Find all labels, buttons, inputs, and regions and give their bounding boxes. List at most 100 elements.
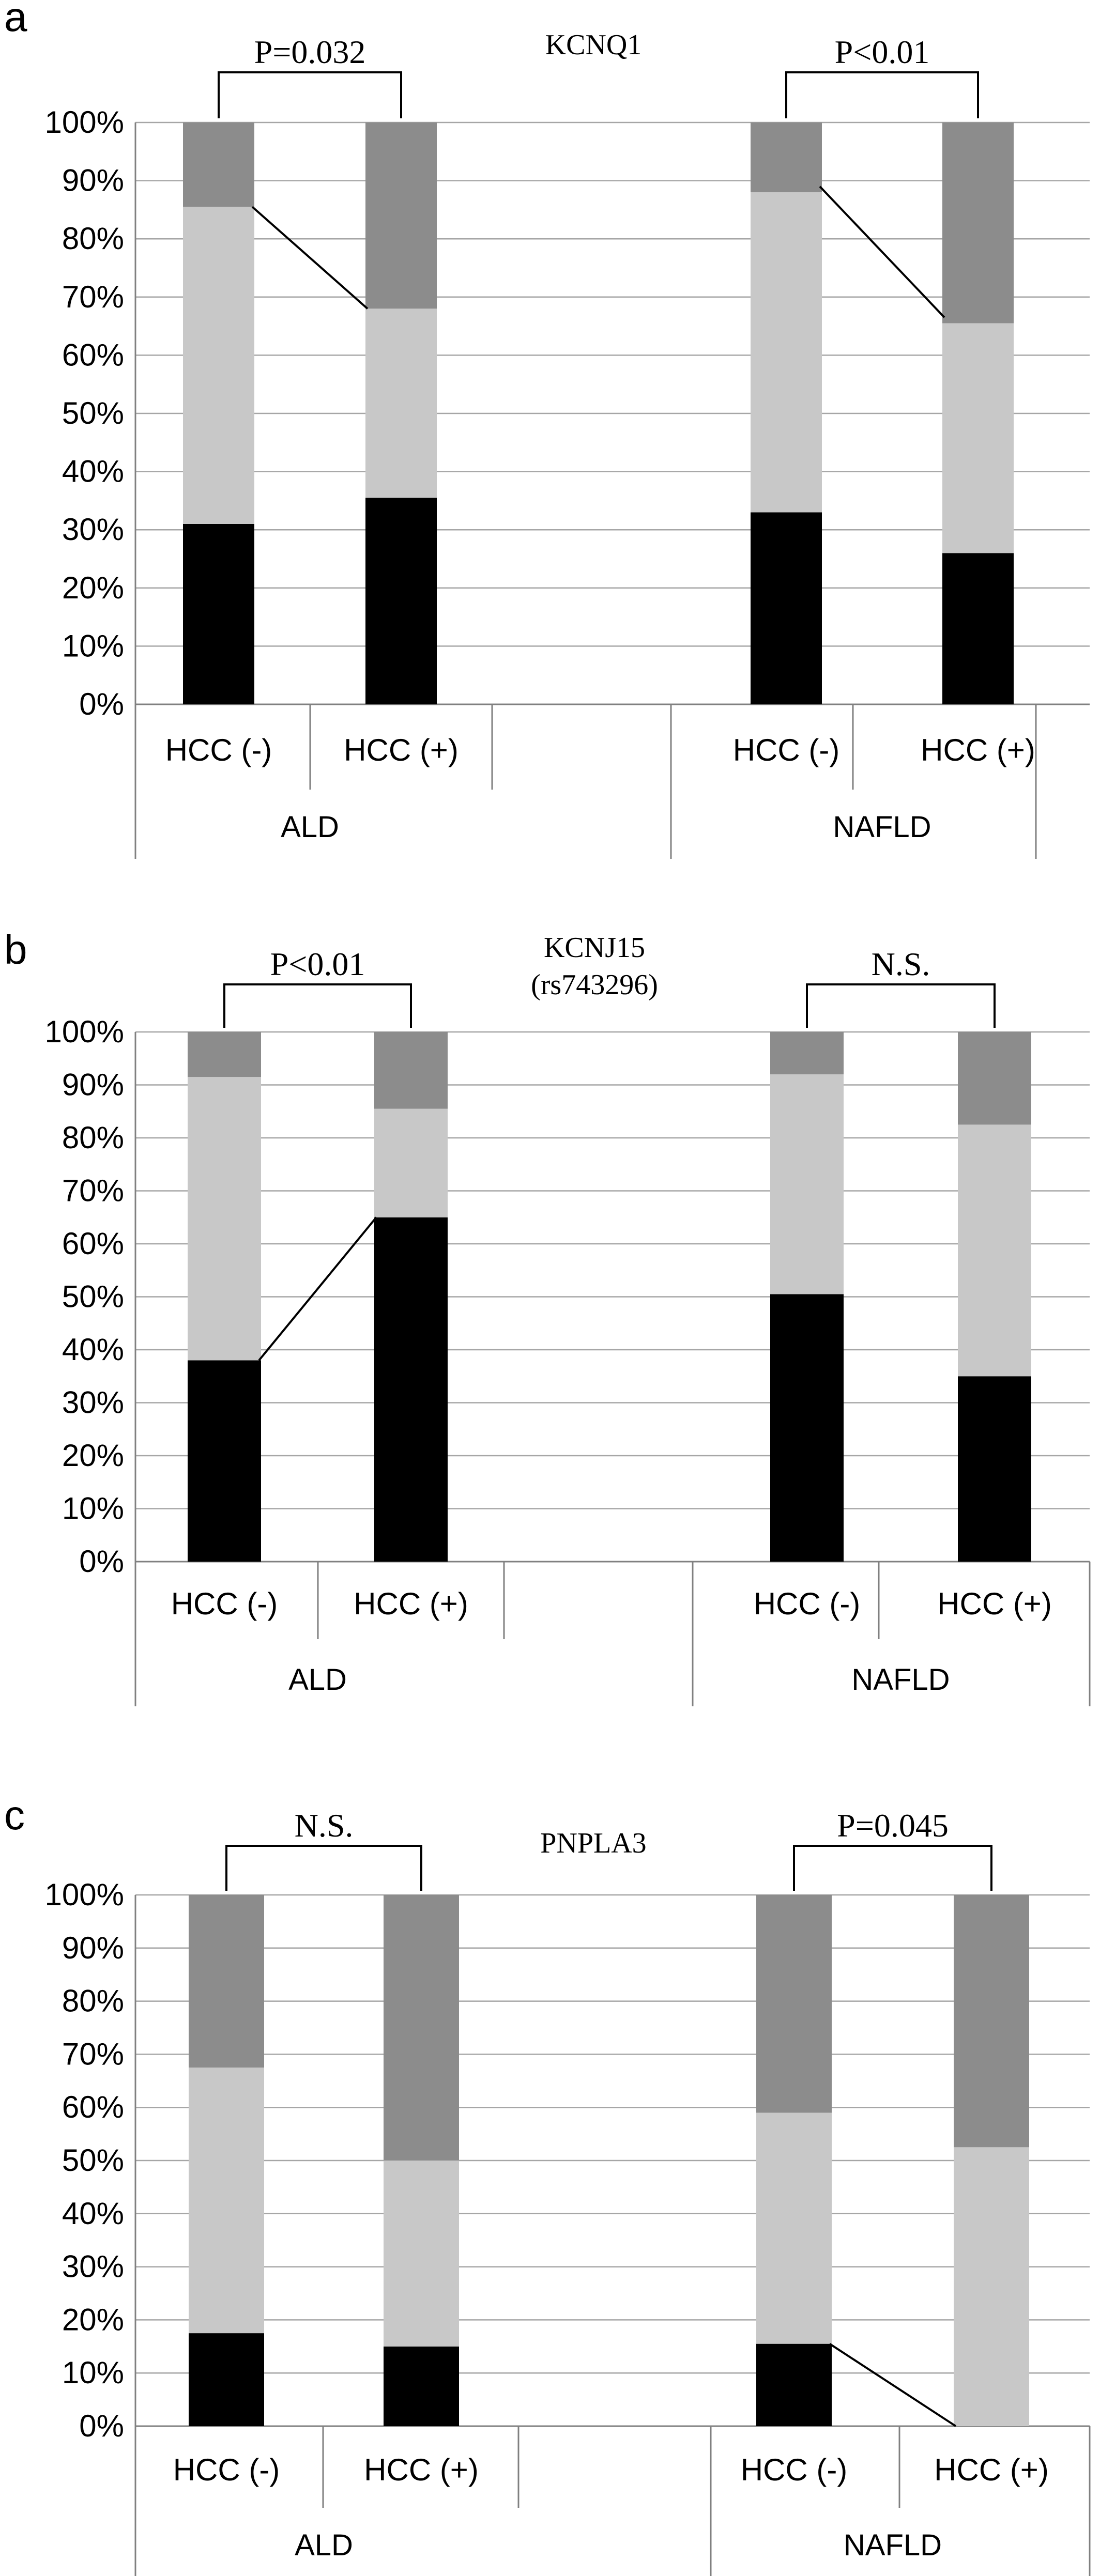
chart-title: KCNJ15 <box>544 932 645 964</box>
category-label: HCC (-) <box>754 1586 861 1621</box>
bar-segment <box>188 1360 261 1562</box>
category-label: HCC (+) <box>934 2452 1049 2487</box>
panel-letter: c <box>4 1792 25 1838</box>
group-label: ALD <box>295 2528 353 2562</box>
significance-bracket <box>225 1845 422 1891</box>
category-label: HCC (-) <box>741 2452 848 2487</box>
y-tick-label: 50% <box>62 396 124 430</box>
y-tick-label: 30% <box>62 1385 124 1420</box>
category-label: HCC (+) <box>364 2452 479 2487</box>
connector-line <box>251 206 369 310</box>
bar-segment <box>954 2147 1029 2426</box>
connector-line <box>829 2342 957 2427</box>
y-tick-label: 100% <box>45 1877 124 1912</box>
bar-segment <box>365 308 437 498</box>
bar-segment <box>384 2346 459 2426</box>
significance-label: P=0.032 <box>254 34 366 70</box>
bar-segment <box>365 498 437 704</box>
bar-segment <box>183 207 254 524</box>
connector-line <box>258 1216 377 1361</box>
chart-panel-c: c 0% 10% 20% 30% 40% 50% 60% 70% 80% 90% 100% HCC (-… <box>4 1792 1091 2576</box>
panel-letter: b <box>4 927 27 973</box>
bar-segment <box>189 2068 264 2334</box>
bar-segment <box>770 1032 844 1074</box>
category-label: HCC (-) <box>171 1586 278 1621</box>
bar-segment <box>954 1895 1029 2148</box>
y-tick-label: 0% <box>79 1544 124 1579</box>
y-tick-label: 50% <box>62 2143 124 2178</box>
bar-segment <box>183 122 254 207</box>
y-tick-label: 20% <box>62 570 124 605</box>
bar-segment <box>942 323 1014 553</box>
y-tick-label: 10% <box>62 1491 124 1526</box>
category-label: HCC (+) <box>921 733 1035 767</box>
bar-segment <box>958 1032 1031 1125</box>
bar-segment <box>942 553 1014 704</box>
significance-label: P=0.045 <box>837 1807 949 1844</box>
bar-segment <box>374 1108 448 1217</box>
group-label: ALD <box>288 1663 347 1696</box>
y-tick-label: 90% <box>62 1931 124 1965</box>
category-label: HCC (+) <box>937 1586 1052 1621</box>
y-tick-label: 40% <box>62 454 124 489</box>
y-tick-label: 20% <box>62 1438 124 1473</box>
bar-segment <box>751 512 822 704</box>
group-label: NAFLD <box>833 810 931 844</box>
y-tick-label: 60% <box>62 2090 124 2124</box>
y-tick-label: 80% <box>62 1984 124 2018</box>
panel-letter: a <box>4 0 27 40</box>
y-tick-label: 20% <box>62 2302 124 2337</box>
y-tick-label: 40% <box>62 1332 124 1367</box>
bar-segment <box>374 1032 448 1109</box>
connector-line <box>819 186 945 318</box>
bar-segment <box>751 122 822 193</box>
y-tick-label: 80% <box>62 1120 124 1155</box>
y-tick-label: 100% <box>45 105 124 140</box>
bar-segment <box>189 1895 264 2068</box>
bar-segment <box>770 1074 844 1294</box>
significance-label: P<0.01 <box>270 946 365 982</box>
bar-segment <box>756 1895 832 2113</box>
bar-segment <box>365 122 437 309</box>
bar-segment <box>188 1032 261 1077</box>
category-label: HCC (-) <box>165 733 272 767</box>
chart-panel-a: a 0% 10% 20% 30% 40% 50% 60% 70% 80% 90% 100% HCC (-… <box>4 0 1090 859</box>
chart-title: PNPLA3 <box>540 1827 646 1859</box>
significance-bracket <box>785 71 979 118</box>
y-tick-label: 70% <box>62 1174 124 1208</box>
bar-segment <box>770 1294 844 1562</box>
y-tick-label: 10% <box>62 628 124 663</box>
bar-segment <box>384 1895 459 2161</box>
significance-label: N.S. <box>872 946 930 982</box>
y-tick-label: 70% <box>62 280 124 314</box>
significance-bracket <box>806 983 996 1028</box>
significance-bracket <box>793 1845 992 1891</box>
y-tick-label: 60% <box>62 337 124 372</box>
significance-bracket <box>223 983 412 1028</box>
bar-segment <box>958 1124 1031 1377</box>
bar-segment <box>384 2161 459 2347</box>
bar-segment <box>942 122 1014 323</box>
category-label: HCC (-) <box>173 2452 280 2487</box>
y-tick-label: 30% <box>62 512 124 547</box>
bar-segment <box>756 2343 832 2426</box>
group-label: NAFLD <box>844 2528 942 2562</box>
bar-segment <box>756 2112 832 2344</box>
bar-segment <box>374 1217 448 1562</box>
category-label: HCC (-) <box>733 733 840 767</box>
group-label: NAFLD <box>851 1663 950 1696</box>
y-tick-label: 10% <box>62 2355 124 2390</box>
bar-segment <box>188 1077 261 1361</box>
significance-label: P<0.01 <box>835 34 930 70</box>
y-tick-label: 60% <box>62 1226 124 1261</box>
group-label: ALD <box>281 810 339 844</box>
significance-bracket <box>218 71 402 118</box>
y-tick-label: 0% <box>79 2409 124 2443</box>
bar-segment <box>751 192 822 513</box>
chart-title: (rs743296) <box>531 969 658 1001</box>
y-tick-label: 40% <box>62 2196 124 2231</box>
category-label: HCC (+) <box>354 1586 468 1621</box>
bar-segment <box>183 523 254 704</box>
category-label: HCC (+) <box>344 733 459 767</box>
